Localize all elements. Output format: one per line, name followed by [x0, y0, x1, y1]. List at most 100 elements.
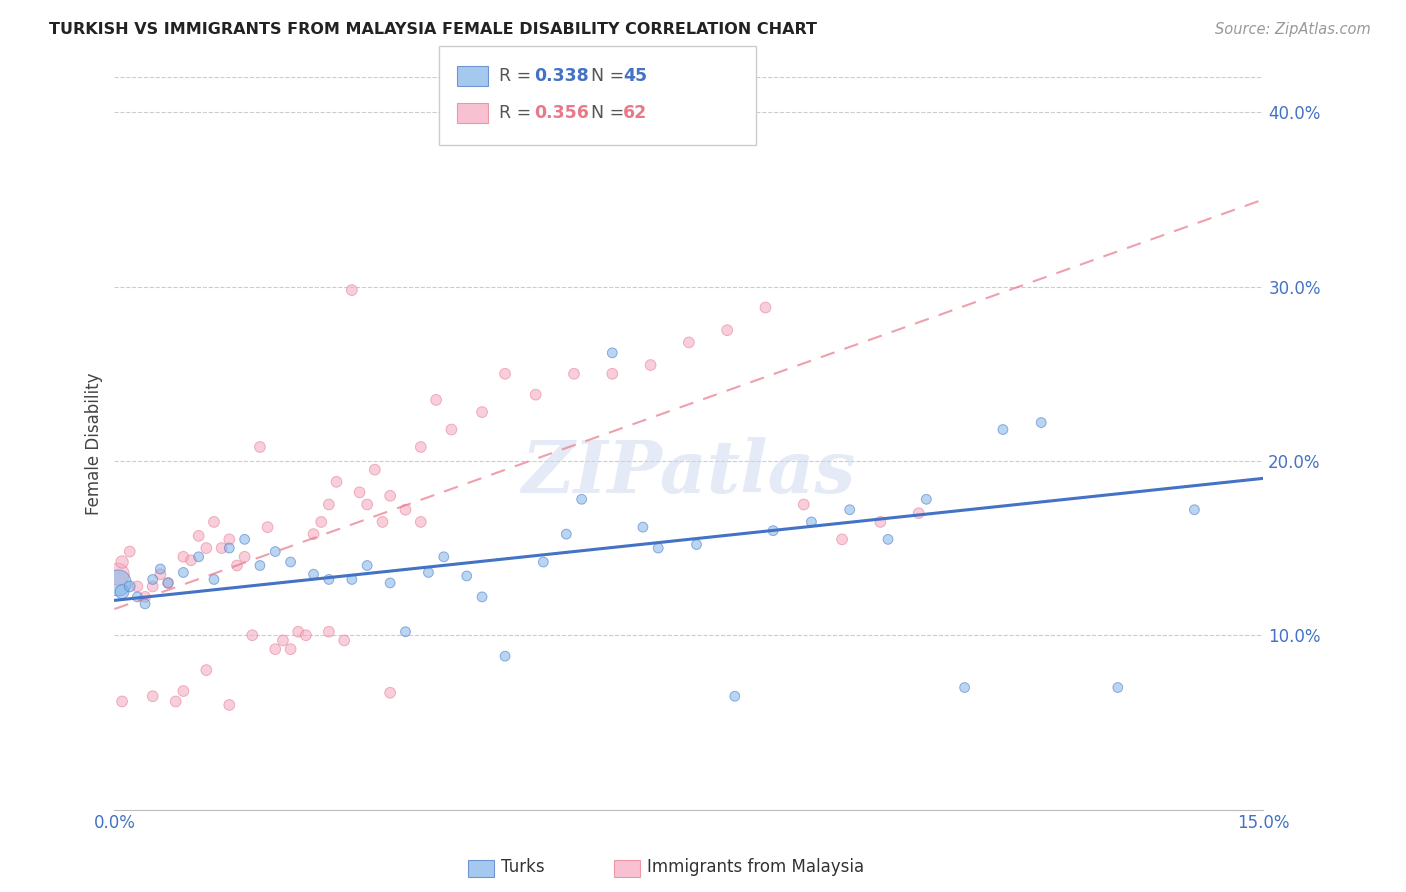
Point: [394, 502, 416, 516]
Point: [371, 515, 394, 529]
Point: [356, 498, 378, 512]
Text: Turks: Turks: [501, 858, 544, 876]
Point: [134, 590, 156, 604]
Point: [318, 498, 340, 512]
Text: 62: 62: [623, 104, 647, 122]
Point: [142, 579, 165, 593]
Point: [226, 558, 249, 573]
Point: [149, 562, 172, 576]
Point: [202, 515, 225, 529]
Point: [678, 335, 700, 350]
Point: [218, 541, 240, 555]
Point: [127, 579, 149, 593]
Point: [494, 649, 516, 664]
Point: [555, 527, 578, 541]
Point: [1031, 416, 1053, 430]
Point: [953, 681, 976, 695]
Point: [142, 573, 165, 587]
Point: [240, 628, 263, 642]
Point: [264, 544, 287, 558]
Point: [524, 387, 547, 401]
Y-axis label: Female Disability: Female Disability: [86, 372, 103, 515]
Point: [187, 529, 209, 543]
Text: N =: N =: [591, 104, 630, 122]
Point: [394, 624, 416, 639]
Point: [425, 392, 447, 407]
Point: [127, 590, 149, 604]
Point: [202, 573, 225, 587]
Point: [1107, 681, 1129, 695]
Point: [907, 506, 929, 520]
Point: [378, 489, 401, 503]
Point: [165, 694, 187, 708]
Point: [302, 567, 325, 582]
Point: [562, 367, 585, 381]
Point: [456, 569, 478, 583]
Text: Source: ZipAtlas.com: Source: ZipAtlas.com: [1215, 22, 1371, 37]
Point: [280, 642, 302, 657]
Point: [309, 515, 332, 529]
Text: N =: N =: [591, 67, 630, 85]
Point: [187, 549, 209, 564]
Point: [318, 573, 340, 587]
Point: [111, 555, 134, 569]
Point: [716, 323, 738, 337]
Point: [378, 576, 401, 591]
Point: [195, 663, 218, 677]
Point: [600, 346, 623, 360]
Point: [685, 538, 707, 552]
Point: [440, 423, 463, 437]
Point: [433, 549, 456, 564]
Point: [340, 573, 363, 587]
Text: ZIPatlas: ZIPatlas: [522, 437, 856, 508]
Point: [724, 690, 747, 704]
Point: [318, 624, 340, 639]
Point: [111, 694, 134, 708]
Point: [640, 358, 662, 372]
Point: [600, 367, 623, 381]
Point: [831, 533, 853, 547]
Point: [838, 502, 860, 516]
Text: Immigrants from Malaysia: Immigrants from Malaysia: [647, 858, 863, 876]
Point: [249, 558, 271, 573]
Point: [409, 440, 432, 454]
Point: [409, 515, 432, 529]
Point: [631, 520, 654, 534]
Point: [333, 633, 356, 648]
Point: [991, 423, 1014, 437]
Point: [157, 576, 180, 591]
Point: [915, 492, 938, 507]
Point: [249, 440, 271, 454]
Point: [800, 515, 823, 529]
Point: [172, 549, 194, 564]
Point: [218, 698, 240, 712]
Point: [349, 485, 371, 500]
Point: [287, 624, 309, 639]
Text: R =: R =: [499, 104, 537, 122]
Point: [356, 558, 378, 573]
Point: [418, 566, 440, 580]
Point: [157, 576, 180, 591]
Point: [471, 590, 494, 604]
Point: [302, 527, 325, 541]
Point: [1184, 502, 1206, 516]
Point: [149, 567, 172, 582]
Point: [754, 301, 776, 315]
Point: [211, 541, 233, 555]
Point: [295, 628, 318, 642]
Point: [107, 576, 129, 591]
Text: 0.338: 0.338: [534, 67, 589, 85]
Point: [107, 567, 129, 582]
Point: [256, 520, 278, 534]
Point: [264, 642, 287, 657]
Point: [180, 553, 202, 567]
Text: TURKISH VS IMMIGRANTS FROM MALAYSIA FEMALE DISABILITY CORRELATION CHART: TURKISH VS IMMIGRANTS FROM MALAYSIA FEMA…: [49, 22, 817, 37]
Text: R =: R =: [499, 67, 537, 85]
Text: 45: 45: [623, 67, 647, 85]
Point: [118, 544, 141, 558]
Point: [762, 524, 785, 538]
Point: [233, 549, 256, 564]
Point: [378, 686, 401, 700]
Point: [271, 633, 294, 648]
Point: [494, 367, 516, 381]
